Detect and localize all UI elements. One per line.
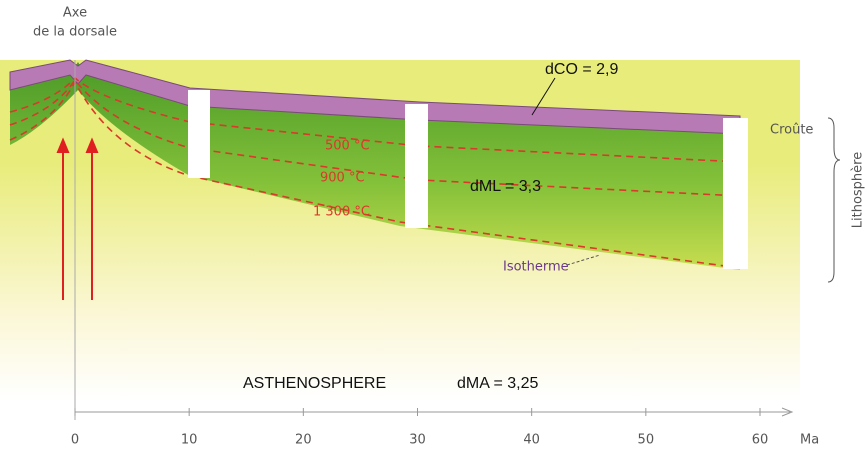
asthenosphere-label: ASTHENOSPHERE — [243, 375, 386, 392]
isotherm-label: 1 300 °C — [313, 205, 370, 220]
lithosphere-label: Lithosphère — [851, 152, 866, 228]
tick-label: 30 — [409, 433, 426, 448]
tick-label: 10 — [181, 433, 198, 448]
crust-density: dCO = 2,9 — [545, 61, 618, 78]
isotherm-note: Isotherme — [503, 260, 569, 275]
diagram: Axe de la dorsale dCO = 2,9 dML = 3,3 50… — [0, 0, 867, 450]
tick-label: 20 — [295, 433, 312, 448]
crust-label: Croûte — [770, 123, 813, 138]
tick-label: 40 — [523, 433, 540, 448]
tick-label: 60 — [752, 433, 769, 448]
brace — [828, 118, 840, 282]
ridge-label: de la dorsale — [33, 25, 117, 40]
tick-label: 50 — [638, 433, 655, 448]
tick-label: 0 — [71, 433, 79, 448]
ridge-label: Axe — [63, 6, 87, 21]
isotherm-label: 900 °C — [320, 171, 365, 186]
lithosphere-density: dML = 3,3 — [470, 178, 541, 195]
page: Axe de la dorsale dCO = 2,9 dML = 3,3 50… — [0, 0, 867, 450]
asthenosphere-density: dMA = 3,25 — [457, 375, 538, 392]
axis-unit: Ma — [800, 433, 819, 448]
isotherm-label: 500 °C — [325, 139, 370, 154]
